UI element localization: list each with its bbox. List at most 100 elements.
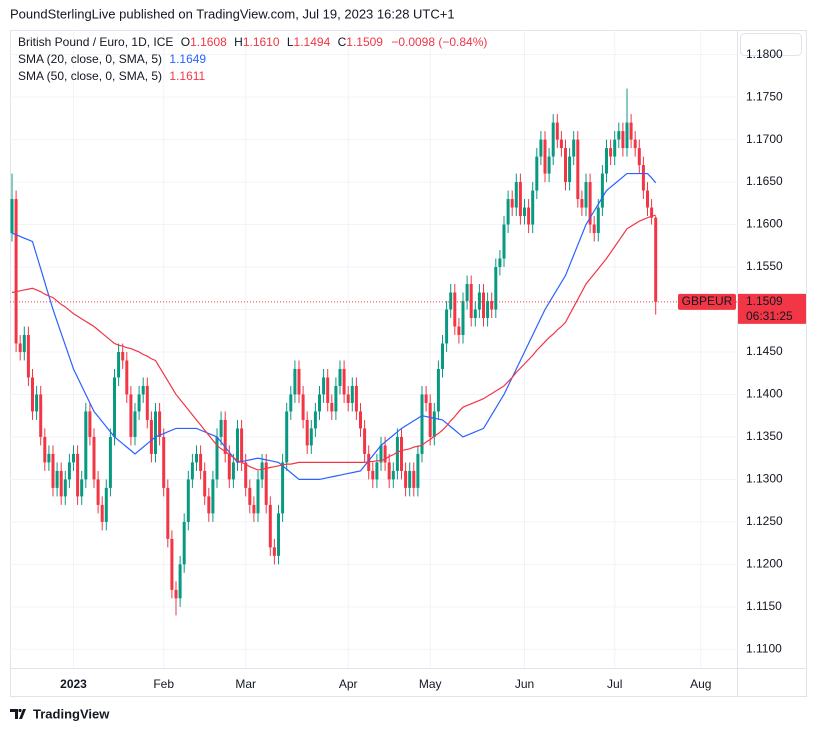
candle-body bbox=[441, 343, 444, 369]
candle-body bbox=[125, 360, 129, 395]
candle-body bbox=[592, 224, 596, 234]
y-tick-label: 1.1800 bbox=[746, 47, 783, 61]
candle-body bbox=[498, 258, 502, 268]
symbol-tag-text: GBPEUR bbox=[682, 294, 733, 308]
x-tick-label: Mar bbox=[235, 677, 256, 691]
candle-body bbox=[117, 351, 121, 378]
candle-body bbox=[63, 479, 67, 497]
candle-body bbox=[293, 368, 297, 395]
candle-body bbox=[404, 470, 408, 488]
candle-body bbox=[457, 326, 461, 335]
candle-body bbox=[18, 343, 22, 352]
plot bbox=[10, 88, 737, 616]
candle-body bbox=[285, 411, 289, 463]
candle-body bbox=[555, 122, 559, 140]
ohlc-label: L bbox=[287, 35, 294, 49]
candle-body bbox=[354, 385, 358, 412]
candle-body bbox=[494, 267, 498, 310]
price-tag-text: 1.1509 bbox=[746, 294, 783, 308]
candle-body bbox=[531, 190, 535, 225]
candle-body bbox=[490, 301, 494, 310]
toolbar-button[interactable] bbox=[740, 33, 802, 56]
candle-body bbox=[346, 394, 350, 403]
y-tick-label: 1.1650 bbox=[746, 174, 783, 188]
candle-body bbox=[363, 428, 367, 454]
candle-body bbox=[219, 419, 223, 437]
candle-body bbox=[576, 139, 580, 200]
y-tick-label: 1.1100 bbox=[746, 641, 782, 655]
candle-body bbox=[240, 428, 244, 463]
candle-body bbox=[76, 453, 80, 497]
candle-body bbox=[35, 394, 39, 412]
x-tick-label: Jun bbox=[515, 677, 534, 691]
candle-body bbox=[637, 148, 641, 166]
y-tick-label: 1.1450 bbox=[746, 344, 783, 358]
candle-body bbox=[88, 411, 92, 437]
candle-body bbox=[133, 411, 137, 437]
sma-legend: SMA (50, close, 0, SMA, 5) 1.1611 bbox=[18, 69, 206, 83]
candle-body bbox=[252, 504, 256, 514]
sma-legend: SMA (20, close, 0, SMA, 5) 1.1649 bbox=[18, 52, 206, 66]
candle-body bbox=[514, 182, 518, 208]
candle-body bbox=[395, 436, 399, 471]
ohlc-value: 1.1608 bbox=[190, 35, 227, 49]
candle-body bbox=[338, 368, 342, 386]
candle-body bbox=[518, 182, 522, 217]
candle-body bbox=[334, 385, 338, 412]
candle-body bbox=[461, 301, 465, 335]
ohlc-label: C bbox=[338, 35, 347, 49]
candle-body bbox=[383, 445, 387, 463]
candle-body bbox=[260, 462, 264, 480]
frame bbox=[10, 30, 807, 697]
candle-body bbox=[158, 411, 162, 437]
y-tick-label: 1.1400 bbox=[746, 387, 783, 401]
candle-body bbox=[96, 479, 100, 505]
candle-body bbox=[547, 156, 551, 174]
y-tick-label: 1.1600 bbox=[746, 217, 783, 231]
sma-line bbox=[11, 214, 656, 471]
candle-body bbox=[178, 564, 182, 599]
legend-name: SMA (50, close, 0, SMA, 5) bbox=[18, 69, 162, 83]
candle-body bbox=[186, 479, 190, 522]
candle-body bbox=[482, 292, 485, 318]
candle-body bbox=[564, 148, 567, 183]
symbol-tag bbox=[678, 293, 736, 310]
candle-body bbox=[39, 394, 43, 437]
candle-body bbox=[506, 199, 510, 225]
candle-body bbox=[605, 148, 608, 174]
candle-body bbox=[26, 334, 30, 378]
ohlc-label: O bbox=[181, 35, 190, 49]
sma-line bbox=[11, 172, 657, 480]
candle-body bbox=[190, 462, 194, 480]
candle-body bbox=[100, 504, 104, 522]
x-tick-label: May bbox=[419, 677, 442, 691]
footer-logo: TradingView bbox=[10, 706, 110, 721]
candle-body bbox=[609, 148, 613, 157]
candle-body bbox=[568, 156, 572, 183]
candle-body bbox=[367, 453, 371, 471]
candle-body bbox=[543, 139, 547, 174]
candle-body bbox=[256, 479, 260, 514]
candle-body bbox=[113, 377, 116, 437]
x-tick-label: Jul bbox=[607, 677, 622, 691]
candle-body bbox=[51, 453, 55, 488]
candle-body bbox=[600, 173, 604, 208]
legend-value: 1.1611 bbox=[169, 69, 205, 83]
candle-body bbox=[129, 394, 133, 437]
candle-body bbox=[633, 139, 637, 149]
y-tick-label: 1.1250 bbox=[746, 514, 783, 528]
logo-dot bbox=[18, 708, 22, 713]
candle-body bbox=[473, 309, 477, 318]
candle-body bbox=[80, 479, 84, 497]
candle-body bbox=[469, 284, 473, 318]
candle-body bbox=[641, 165, 645, 191]
candle-body bbox=[359, 411, 362, 429]
candle-body bbox=[375, 462, 379, 480]
candle-body bbox=[84, 411, 88, 480]
candle-body bbox=[272, 547, 276, 556]
candle-body bbox=[420, 394, 424, 454]
price-tag bbox=[738, 293, 806, 324]
candle-body bbox=[174, 589, 178, 599]
y-tick-label: 1.1200 bbox=[746, 557, 783, 571]
candle-body bbox=[72, 453, 75, 463]
